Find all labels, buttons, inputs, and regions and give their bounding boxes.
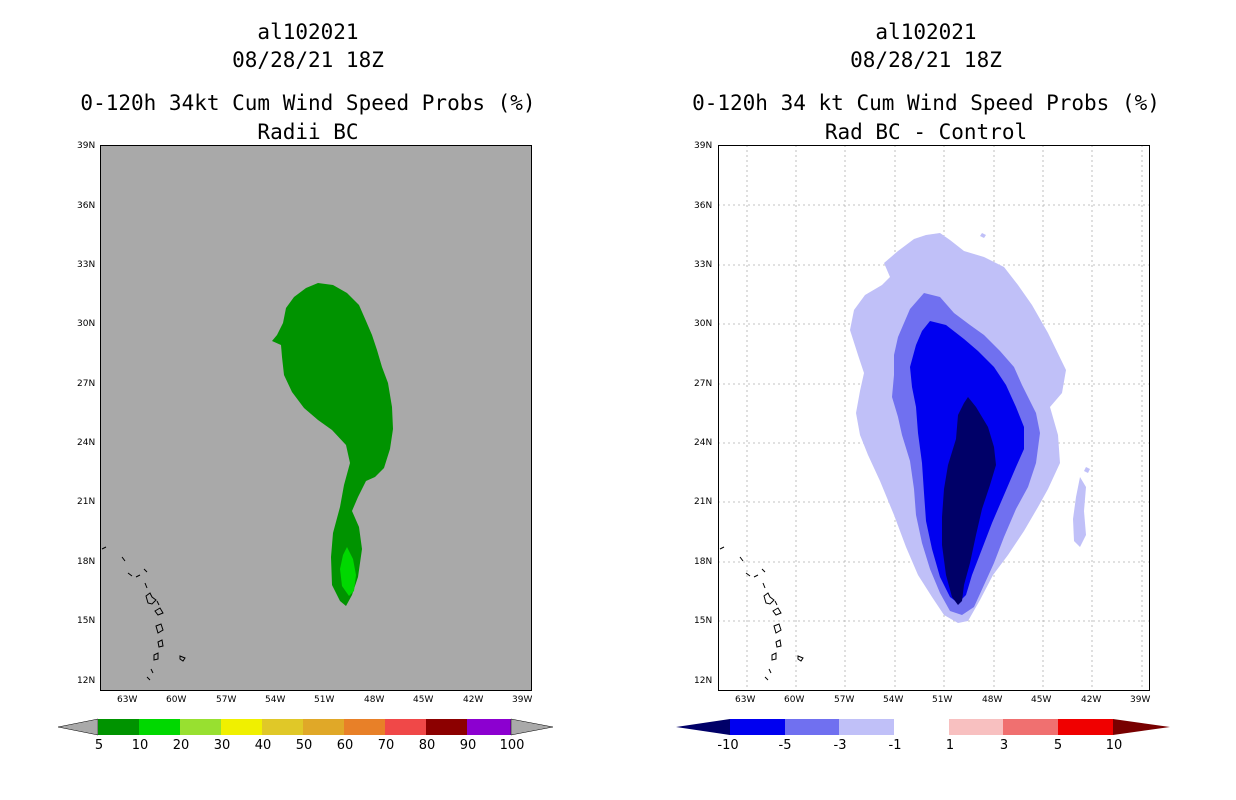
left-lon-label: 48W	[364, 695, 385, 705]
left-prob-contour-5	[272, 283, 393, 606]
right-lat-label: 21N	[694, 497, 713, 507]
left-colorbar-bin	[221, 719, 262, 735]
left-lon-label: 63W	[117, 695, 138, 705]
right-lon-label: 60W	[784, 695, 805, 705]
right-colorbar-bin	[730, 719, 785, 735]
left-lat-label: 12N	[77, 676, 96, 686]
left-lat-label: 18N	[77, 557, 96, 567]
right-map-frame	[718, 145, 1150, 691]
left-colorbar-bin	[467, 719, 511, 735]
left-colorbar-high-end	[510, 718, 554, 736]
left-lat-label: 24N	[77, 438, 96, 448]
left-lat-label: 30N	[77, 319, 96, 329]
left-datetime: 08/28/21 18Z	[232, 48, 384, 72]
right-map	[718, 145, 1150, 691]
right-colorbar-label: -1	[888, 738, 902, 753]
right-lon-label: 39W	[1130, 695, 1151, 705]
left-colorbar-label: 40	[254, 738, 272, 753]
right-lat-label: 30N	[694, 319, 713, 329]
right-datetime: 08/28/21 18Z	[850, 48, 1002, 72]
right-diff-contour-navy	[942, 397, 996, 605]
right-colorbar-label: 1	[945, 738, 955, 753]
left-map-frame	[100, 145, 532, 691]
right-colorbar-label: 3	[999, 738, 1009, 753]
right-lon-label: 51W	[932, 695, 953, 705]
right-lon-label: 42W	[1081, 695, 1102, 705]
left-lon-label: 51W	[314, 695, 335, 705]
left-map-title: 0-120h 34kt Cum Wind Speed Probs (%)	[80, 91, 536, 115]
left-lat-label: 21N	[77, 497, 96, 507]
right-lat-label: 24N	[694, 438, 713, 448]
right-lat-label: 27N	[694, 379, 713, 389]
left-lat-label: 33N	[77, 260, 96, 270]
left-lon-label: 39W	[512, 695, 533, 705]
left-lat-label: 36N	[77, 201, 96, 211]
left-colorbar-label: 100	[499, 738, 525, 753]
right-lat-label: 36N	[694, 201, 713, 211]
left-map	[100, 145, 532, 691]
right-lon-label: 45W	[1031, 695, 1052, 705]
right-storm-id: al102021	[875, 20, 977, 44]
left-lon-label: 57W	[216, 695, 237, 705]
right-colorbar-label: -3	[833, 738, 847, 753]
left-colorbar-bin	[262, 719, 303, 735]
right-map-subtitle: Rad BC - Control	[824, 120, 1028, 144]
left-colorbar-bin	[385, 719, 426, 735]
left-storm-id: al102021	[257, 20, 359, 44]
left-colorbar-label: 20	[172, 738, 190, 753]
right-lon-label: 48W	[982, 695, 1003, 705]
right-lat-label: 39N	[694, 141, 713, 151]
right-lon-label: 54W	[883, 695, 904, 705]
right-diff-contour-light-east	[1073, 477, 1086, 547]
right-lat-label: 15N	[694, 616, 713, 626]
left-colorbar-label: 50	[295, 738, 313, 753]
right-colorbar	[676, 719, 1170, 735]
left-colorbar-label: 80	[418, 738, 436, 753]
left-colorbar-bin	[426, 719, 467, 735]
left-colorbar-label: 30	[213, 738, 231, 753]
right-lat-label: 18N	[694, 557, 713, 567]
right-colorbar-label: 5	[1053, 738, 1063, 753]
left-lat-label: 15N	[77, 616, 96, 626]
left-colorbar	[57, 718, 554, 736]
right-island-outlines	[719, 546, 804, 681]
right-lon-label: 57W	[834, 695, 855, 705]
left-colorbar-low-end	[57, 718, 99, 736]
left-lon-label: 54W	[265, 695, 286, 705]
left-lon-label: 42W	[463, 695, 484, 705]
right-colorbar-label: -5	[778, 738, 792, 753]
left-colorbar-label: 60	[336, 738, 354, 753]
right-colorbar-bin	[839, 719, 894, 735]
left-colorbar-label: 90	[459, 738, 477, 753]
left-colorbar-bin	[180, 719, 221, 735]
left-lat-label: 27N	[77, 379, 96, 389]
left-lon-label: 60W	[166, 695, 187, 705]
right-lon-label: 63W	[735, 695, 756, 705]
left-colorbar-label: 5	[94, 738, 104, 753]
left-lon-label: 45W	[413, 695, 434, 705]
left-island-outlines	[101, 546, 186, 681]
right-colorbar-label: 10	[1105, 738, 1123, 753]
left-colorbar-label: 10	[131, 738, 149, 753]
left-colorbar-bin	[344, 719, 385, 735]
right-colorbar-label: -10	[717, 738, 739, 753]
right-colorbar-bin	[1003, 719, 1058, 735]
left-colorbar-bin	[139, 719, 180, 735]
right-lat-label: 33N	[694, 260, 713, 270]
right-colorbar-bin	[1058, 719, 1113, 735]
right-colorbar-high-end	[1113, 719, 1170, 735]
left-prob-contour-10	[340, 547, 356, 596]
left-colorbar-bin	[98, 719, 139, 735]
right-colorbar-bin	[949, 719, 1003, 735]
right-colorbar-bin	[785, 719, 839, 735]
right-colorbar-low-end	[676, 719, 730, 735]
left-colorbar-label: 70	[377, 738, 395, 753]
left-map-subtitle: Radii BC	[257, 120, 359, 144]
left-lat-label: 39N	[77, 141, 96, 151]
left-colorbar-bin	[303, 719, 344, 735]
right-map-title: 0-120h 34 kt Cum Wind Speed Probs (%)	[692, 91, 1160, 115]
right-lat-label: 12N	[694, 676, 713, 686]
right-colorbar-bin	[894, 719, 949, 735]
